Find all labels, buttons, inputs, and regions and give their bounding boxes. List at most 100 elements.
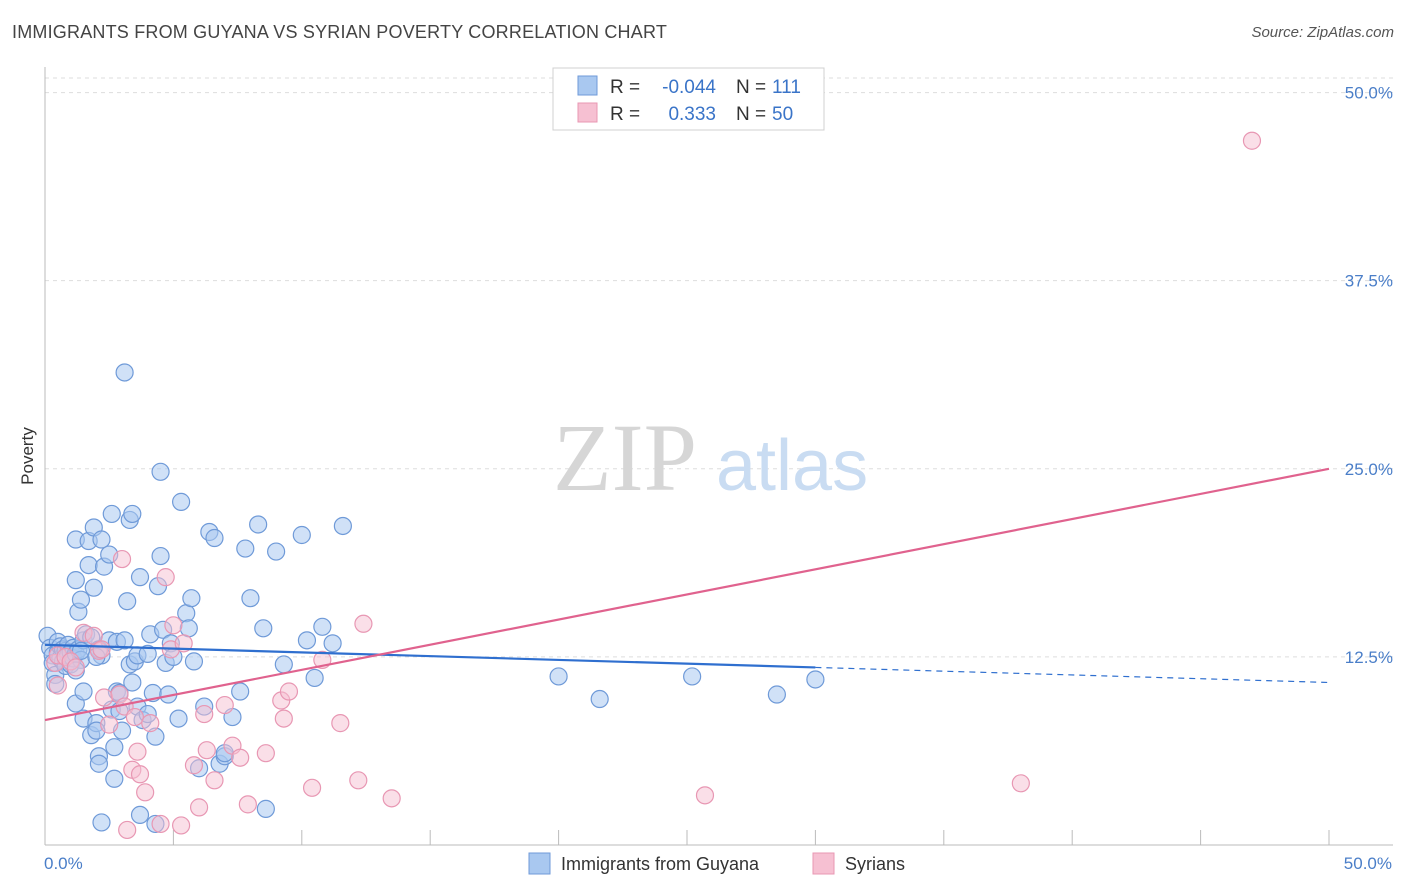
series-guyana-points <box>38 363 825 834</box>
syrian-point <box>1242 131 1262 150</box>
syrian-point <box>215 695 234 715</box>
syrian-point <box>92 640 111 659</box>
legend-bottom-label-syrians: Syrians <box>845 854 905 874</box>
guyana-point <box>151 546 170 566</box>
syrian-point <box>130 765 150 784</box>
syrian-point <box>256 744 275 763</box>
guyana-point <box>105 769 124 788</box>
guyana-point <box>683 667 702 686</box>
legend-n-label-1: N = <box>736 77 766 98</box>
legend-swatch-syrians <box>577 102 598 123</box>
guyana-point <box>84 578 103 597</box>
legend-bottom-label-guyana: Immigrants from Guyana <box>561 854 760 874</box>
guyana-point <box>292 525 311 545</box>
legend-bottom-swatch-syrians <box>812 852 835 875</box>
legend-r-value-2: 0.333 <box>668 104 716 125</box>
syrian-point <box>118 820 137 840</box>
legend-series: Immigrants from Guyana Syrians <box>528 852 905 875</box>
guyana-point <box>92 813 111 832</box>
guyana-point <box>123 504 142 524</box>
series-syrians-points <box>46 131 1262 840</box>
guyana-point <box>179 619 198 638</box>
y-tick-label: 25.0% <box>1345 460 1393 479</box>
legend-bottom-swatch-guyana <box>528 852 551 875</box>
guyana-point <box>169 709 188 728</box>
syrian-point <box>174 634 193 653</box>
guyana-point <box>256 799 275 818</box>
y-tick-label: 37.5% <box>1345 272 1393 291</box>
syrian-point <box>197 741 216 760</box>
syrian-point <box>238 795 257 814</box>
y-axis-label: Poverty <box>18 427 37 485</box>
guyana-point <box>313 617 332 636</box>
legend-stats-box <box>552 67 825 131</box>
guyana-point <box>590 689 609 709</box>
guyana-point <box>105 738 124 757</box>
syrian-point <box>164 616 183 635</box>
guyana-point <box>305 668 324 688</box>
x-tick-labels: 0.0% 50.0% <box>44 854 1392 873</box>
syrian-point <box>94 688 114 707</box>
grid-lines <box>45 77 1393 658</box>
legend-stats: R = -0.044 N = 111 R = 0.333 N = 50 <box>552 67 825 131</box>
watermark-zip: ZIP <box>553 404 697 511</box>
legend-n-value-2: 50 <box>772 104 793 125</box>
guyana-point <box>767 685 786 704</box>
guyana-point <box>249 515 268 534</box>
syrian-point <box>695 786 715 805</box>
guyana-point <box>102 504 121 524</box>
guyana-point <box>333 516 352 536</box>
y-tick-labels: 12.5% 25.0% 37.5% 50.0% <box>1345 84 1393 667</box>
syrian-point <box>172 816 191 835</box>
legend-r-label-2: R = <box>610 104 640 125</box>
legend-r-value-1: -0.044 <box>662 77 716 98</box>
guyana-point <box>549 667 568 686</box>
guyana-point <box>172 492 191 511</box>
guyana-point <box>89 754 109 773</box>
guyana-point <box>184 652 204 671</box>
guyana-point <box>323 634 342 653</box>
guyana-trend-line <box>44 643 816 669</box>
syrian-point <box>205 771 224 790</box>
syrian-point <box>112 549 132 569</box>
guyana-point <box>123 673 142 692</box>
guyana-trend-extension <box>815 666 1330 684</box>
syrian-point <box>302 778 322 797</box>
syrian-trend-line <box>44 467 1330 722</box>
syrian-point <box>349 771 368 790</box>
syrian-point <box>151 814 170 834</box>
syrian-point <box>184 756 204 775</box>
guyana-point <box>254 619 273 638</box>
y-tick-label: 12.5% <box>1345 648 1393 667</box>
syrian-point <box>189 798 209 817</box>
guyana-point <box>74 682 93 701</box>
guyana-point <box>177 604 196 623</box>
guyana-point <box>231 682 250 701</box>
guyana-point <box>267 542 286 561</box>
syrian-point <box>274 709 293 728</box>
legend-n-label-2: N = <box>736 104 766 125</box>
syrian-point <box>195 704 214 724</box>
guyana-point <box>71 590 91 609</box>
watermark-atlas: atlas <box>716 426 868 506</box>
syrian-point <box>136 783 155 802</box>
syrian-point <box>141 714 160 733</box>
guyana-point <box>115 363 134 382</box>
legend-n-value-1: 111 <box>772 77 801 98</box>
chart-source: Source: ZipAtlas.com <box>1251 24 1394 41</box>
syrian-point <box>125 707 144 727</box>
syrian-point <box>156 568 175 587</box>
chart-title: IMMIGRANTS FROM GUYANA VS SYRIAN POVERTY… <box>12 22 668 42</box>
guyana-point <box>138 644 157 663</box>
syrian-point <box>100 715 119 734</box>
x-tick-label-min: 0.0% <box>44 854 83 873</box>
guyana-point <box>205 528 224 548</box>
syrian-point <box>66 658 85 677</box>
trend-lines <box>44 467 1330 722</box>
syrian-point <box>331 714 350 733</box>
syrian-point <box>354 614 373 633</box>
y-tick-label: 50.0% <box>1345 84 1393 103</box>
guyana-point <box>79 555 98 575</box>
syrian-point <box>48 676 67 695</box>
